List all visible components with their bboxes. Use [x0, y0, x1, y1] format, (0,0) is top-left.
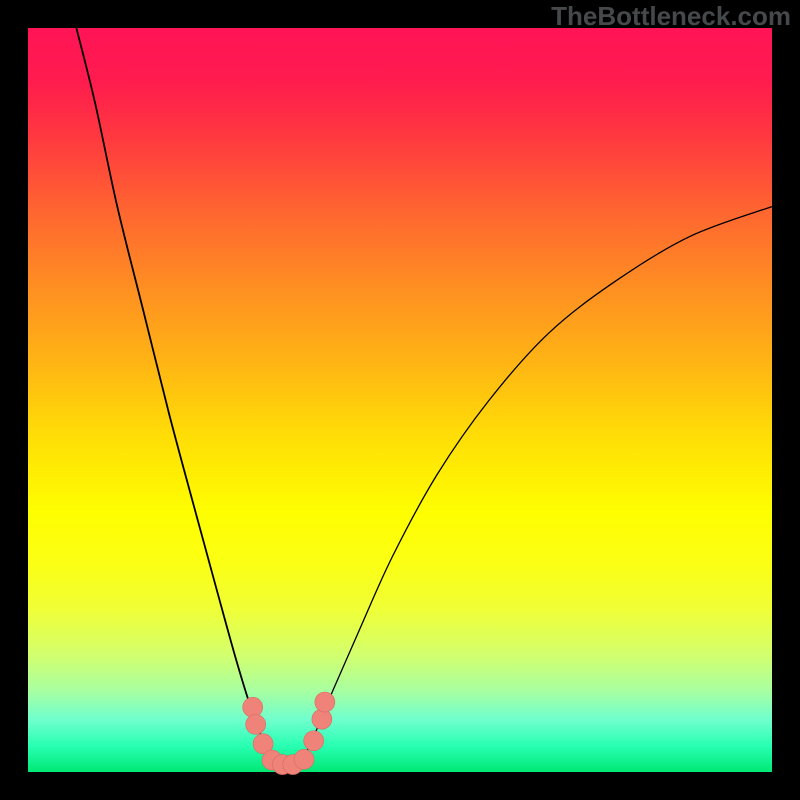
data-marker [315, 692, 335, 712]
bottleneck-chart [0, 0, 800, 800]
chart-frame: TheBottleneck.com [0, 0, 800, 800]
watermark-text: TheBottleneck.com [551, 1, 791, 32]
gradient-background [28, 28, 772, 772]
data-marker [312, 709, 332, 729]
data-marker [294, 749, 314, 769]
data-marker [246, 714, 266, 734]
data-marker [243, 697, 263, 717]
data-marker [304, 731, 324, 751]
